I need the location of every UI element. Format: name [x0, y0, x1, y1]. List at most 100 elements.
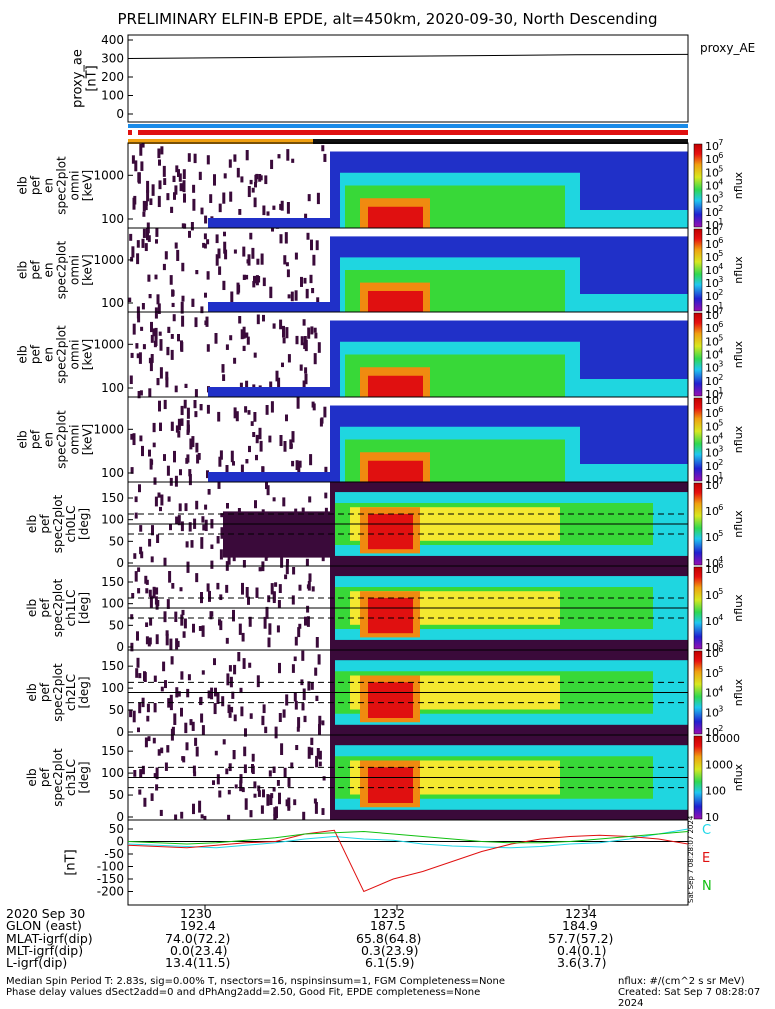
noise-pixel — [195, 573, 199, 583]
y-tick-label: 0 — [116, 107, 124, 121]
colorbar-tick-label: 10 — [705, 303, 719, 316]
noise-pixel — [292, 567, 296, 575]
noise-pixel — [149, 198, 153, 206]
axis-label-line: ch0LC — [64, 506, 78, 543]
noise-pixel — [181, 315, 185, 327]
colorbar-tick-exponent: 6 — [718, 405, 723, 414]
noise-pixel — [287, 294, 291, 299]
cell: 184.9 — [562, 918, 598, 934]
noise-pixel — [310, 737, 314, 746]
colorbar-tick-label: 10 — [705, 647, 719, 660]
noise-pixel — [210, 544, 214, 549]
noise-pixel — [170, 349, 174, 360]
noise-pixel — [272, 766, 276, 773]
noise-pixel — [195, 746, 199, 757]
noise-pixel — [268, 623, 272, 635]
noise-pixel — [264, 175, 268, 185]
noise-pixel — [174, 814, 178, 821]
axis-label-line: [nT] — [64, 849, 79, 875]
noise-pixel — [251, 753, 255, 762]
y-tick-label: 1000 — [93, 422, 124, 436]
noise-pixel — [167, 326, 171, 333]
flux-red-core — [368, 375, 423, 397]
noise-pixel — [136, 353, 140, 359]
noise-pixel — [166, 465, 170, 476]
noise-pixel — [146, 228, 149, 241]
colorbar-tick-label: 10 — [705, 473, 719, 486]
noise-pixel — [177, 691, 181, 697]
noise-pixel — [287, 354, 291, 363]
noise-pixel — [187, 153, 191, 162]
noise-pixel — [296, 397, 300, 409]
colorbar-tick-label: 10 — [705, 394, 719, 407]
y-tick-label: 50 — [109, 703, 124, 717]
noise-pixel — [194, 389, 198, 397]
noise-pixel — [170, 206, 174, 213]
noise-pixel — [208, 590, 211, 602]
colorbar-unit: nflux — [732, 763, 745, 791]
noise-pixel — [178, 503, 182, 512]
noise-pixel — [193, 153, 197, 164]
noise-pixel — [306, 605, 310, 613]
noise-pixel — [183, 399, 187, 409]
cell: 1234 — [565, 906, 597, 921]
noise-pixel — [233, 154, 237, 162]
y-tick-label: 0 — [116, 835, 124, 849]
noise-pixel — [147, 274, 151, 282]
noise-pixel — [220, 513, 224, 518]
noise-pixel — [254, 182, 257, 188]
noise-pixel — [275, 370, 279, 382]
noise-pixel — [312, 403, 316, 411]
noise-pixel — [177, 169, 180, 177]
noise-pixel — [219, 450, 223, 460]
noise-pixel — [132, 710, 136, 723]
noise-pixel — [258, 174, 262, 182]
noise-pixel — [180, 301, 184, 314]
noise-pixel — [285, 566, 289, 575]
noise-pixel — [153, 703, 157, 713]
noise-pixel — [200, 814, 204, 819]
noise-pixel — [304, 373, 308, 385]
noise-pixel — [265, 477, 268, 490]
noise-pixel — [232, 461, 235, 466]
noise-pixel — [279, 203, 283, 210]
noise-pixel — [172, 314, 176, 322]
noise-pixel — [179, 587, 183, 592]
noise-pixel — [213, 658, 216, 666]
noise-pixel — [174, 475, 178, 487]
noise-pixel — [206, 344, 210, 352]
noise-pixel — [312, 254, 316, 266]
colorbar-tick-exponent: 6 — [718, 151, 723, 160]
noise-pixel — [170, 334, 174, 339]
noise-pixel — [290, 291, 294, 302]
noise-pixel — [198, 626, 202, 631]
noise-pixel — [175, 165, 179, 173]
axis-label-line: pef — [38, 682, 52, 702]
noise-pixel — [169, 275, 173, 285]
axis-label-line: en — [42, 347, 56, 362]
noise-pixel — [272, 323, 276, 329]
noise-pixel — [155, 634, 159, 645]
noise-pixel — [201, 725, 205, 736]
colorbar-tick-exponent: 4 — [718, 613, 723, 622]
noise-pixel — [147, 235, 151, 242]
noise-pixel — [157, 749, 161, 756]
noise-pixel — [138, 352, 142, 364]
flux-red-core — [368, 513, 413, 550]
noise-pixel — [183, 618, 187, 629]
axis-label-line: elb — [25, 515, 39, 533]
noise-pixel — [242, 658, 246, 669]
status-bar-orange — [128, 139, 313, 144]
flux-blue-lowband — [208, 218, 330, 228]
noise-pixel — [132, 433, 136, 446]
noise-pixel — [187, 674, 191, 681]
noise-pixel — [184, 722, 188, 734]
noise-pixel — [180, 521, 184, 532]
noise-pixel — [186, 561, 190, 573]
noise-pixel — [303, 336, 307, 347]
noise-pixel — [318, 715, 322, 725]
footer-left: Median Spin Period T: 2.83s, sig=0.00% T… — [6, 976, 505, 998]
noise-pixel — [146, 715, 150, 722]
noise-pixel — [258, 567, 262, 572]
row-label: 2020 Sep 30 — [6, 906, 86, 921]
